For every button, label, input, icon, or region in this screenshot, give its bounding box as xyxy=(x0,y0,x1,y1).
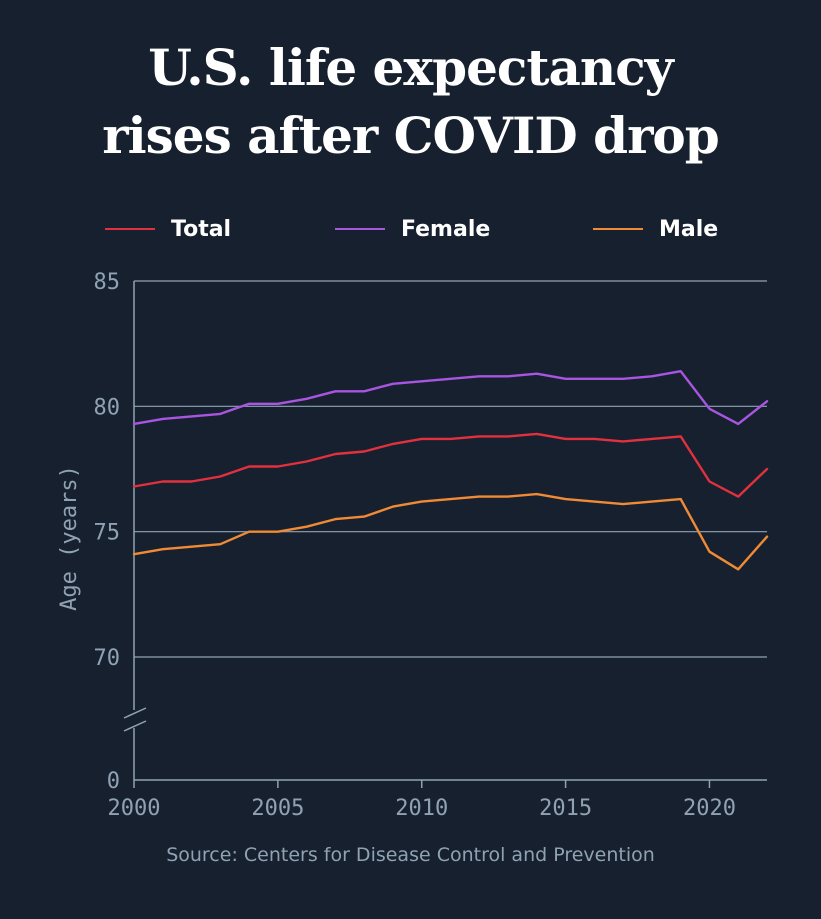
legend-swatch-female xyxy=(335,228,385,230)
legend-item-total: Total xyxy=(105,212,231,246)
y-tick-label-0: 0 xyxy=(107,769,120,794)
y-tick-label-75: 75 xyxy=(94,521,121,546)
axis-break-mark-2 xyxy=(123,720,147,732)
legend-label-total: Total xyxy=(171,216,232,242)
x-tick-label-2015: 2015 xyxy=(539,796,592,821)
legend-label-male: Male xyxy=(659,216,719,242)
y-tick-label-85: 85 xyxy=(94,270,121,295)
legend-item-female: Female xyxy=(335,212,490,246)
x-tick-label-2020: 2020 xyxy=(683,796,736,821)
chart-title-line-1: U.S. life expectancy xyxy=(148,38,673,97)
series-line-female xyxy=(132,370,769,426)
legend-item-male: Male xyxy=(593,212,718,246)
legend-swatch-male xyxy=(593,228,643,230)
legend: Total Female Male xyxy=(0,212,821,246)
y-tick-label-70: 70 xyxy=(94,646,121,671)
y-tick-label-80: 80 xyxy=(94,395,121,420)
series-line-male xyxy=(132,492,769,571)
legend-label-female: Female xyxy=(401,216,491,242)
axis-break-mark-1 xyxy=(123,707,147,719)
chart-title-line-2: rises after COVID drop xyxy=(102,106,719,165)
legend-swatch-total xyxy=(105,228,155,230)
series-line-total xyxy=(132,432,769,498)
x-tick-label-2000: 2000 xyxy=(108,796,161,821)
x-tick-label-2010: 2010 xyxy=(395,796,448,821)
x-tick-label-2005: 2005 xyxy=(251,796,304,821)
source-note: Source: Centers for Disease Control and … xyxy=(166,844,655,866)
y-axis-title: Age (years) xyxy=(57,465,82,611)
